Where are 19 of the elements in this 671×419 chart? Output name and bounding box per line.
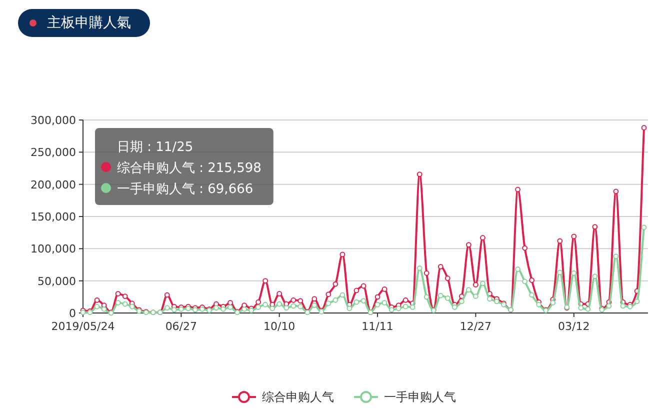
- annotation: 综合申购人气 : 215,598: [117, 161, 262, 176]
- y-tick-label: 250,000: [30, 146, 76, 160]
- x-tick-label: 06/27: [165, 320, 198, 333]
- y-tick-label: 150,000: [30, 210, 76, 224]
- annotation: 一手申购人气 : 69,666: [117, 182, 254, 197]
- x-tick-label: 11/11: [362, 320, 394, 333]
- y-tick-label: 300,000: [30, 114, 76, 127]
- y-tick-label: 50,000: [38, 274, 76, 288]
- legend-label: 综合申购人气: [262, 390, 334, 404]
- annotation: 日期 : 11/25: [117, 140, 194, 155]
- x-tick-label: 10/10: [264, 320, 296, 333]
- x-tick-label: 03/12: [558, 320, 590, 333]
- x-tick-label: 2019/05/24: [51, 320, 115, 333]
- chart-title: 主板申購人氣: [47, 15, 131, 31]
- x-tick-label: 12/27: [460, 320, 492, 333]
- y-tick-label: 100,000: [30, 242, 76, 256]
- y-tick-label: 200,000: [30, 178, 76, 192]
- y-tick-label: 0: [69, 307, 76, 320]
- legend-label: 一手申购人气: [384, 390, 456, 404]
